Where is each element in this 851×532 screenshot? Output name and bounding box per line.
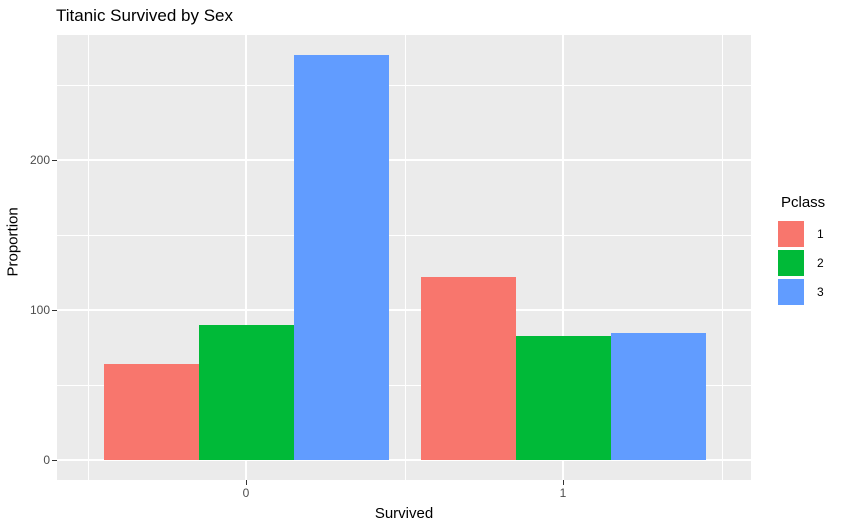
legend-item: 2 xyxy=(778,250,825,276)
gridline-major-x xyxy=(562,35,564,480)
x-tick-mark xyxy=(563,480,564,485)
y-tick-mark xyxy=(52,460,57,461)
y-tick-label: 0 xyxy=(43,453,50,467)
legend-item: 3 xyxy=(778,279,825,305)
gridline-minor-y xyxy=(57,235,751,237)
gridline-major-y xyxy=(57,459,751,461)
y-tick-label: 100 xyxy=(29,303,50,318)
y-tick-mark xyxy=(52,310,57,312)
gridline-major-y xyxy=(57,159,751,162)
legend-item-label: 2 xyxy=(817,256,824,270)
legend-title: Pclass xyxy=(781,194,826,211)
bar-pclass-2-survived-0 xyxy=(198,325,294,460)
x-tick-label: 1 xyxy=(559,486,567,500)
gridline-minor-x xyxy=(721,35,723,480)
x-tick-mark xyxy=(246,480,247,485)
gridline-minor-x xyxy=(87,35,89,480)
gridline-major-y xyxy=(57,309,751,312)
gridline-minor-x xyxy=(404,35,406,480)
legend-item: 1 xyxy=(778,221,825,247)
y-axis-label: Proportion xyxy=(4,207,22,277)
bar-pclass-3-survived-1 xyxy=(610,332,706,460)
gridline-minor-y xyxy=(57,385,751,387)
legend: Pclass 1 2 3 xyxy=(778,194,825,308)
legend-key xyxy=(778,279,804,305)
y-tick-label: 200 xyxy=(29,153,50,168)
y-tick-mark xyxy=(52,160,57,162)
gridline-minor-y xyxy=(57,85,751,87)
legend-key xyxy=(778,250,804,276)
legend-key xyxy=(778,221,804,247)
gridline-major-x xyxy=(245,35,247,480)
legend-items: 1 2 3 xyxy=(778,221,825,305)
chart-panel xyxy=(57,35,751,480)
legend-item-label: 3 xyxy=(817,285,824,299)
bar-pclass-3-survived-0 xyxy=(293,55,389,460)
bar-pclass-1-survived-1 xyxy=(420,277,516,460)
legend-item-label: 1 xyxy=(817,227,824,241)
bar-pclass-2-survived-1 xyxy=(515,335,611,460)
x-tick-label: 0 xyxy=(242,486,250,500)
plot-title: Titanic Survived by Sex xyxy=(56,6,233,25)
x-axis-label: Survived xyxy=(374,505,434,522)
bar-pclass-1-survived-0 xyxy=(103,364,199,460)
